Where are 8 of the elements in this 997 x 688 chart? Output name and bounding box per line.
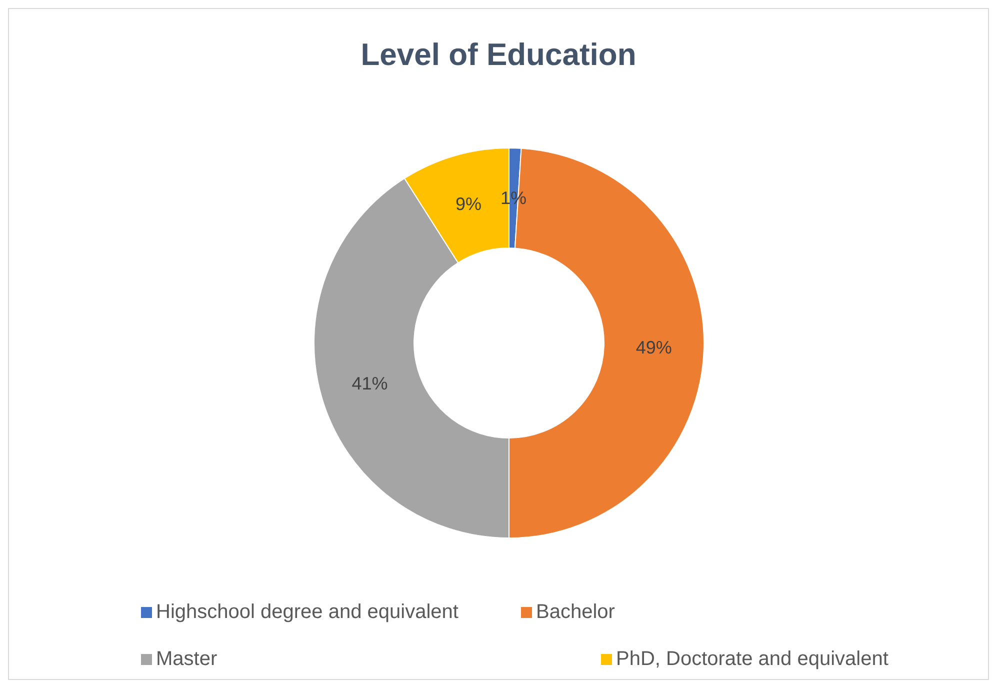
chart-title: Level of Education: [360, 37, 638, 73]
data-label: 41%: [352, 373, 388, 394]
data-label: 9%: [456, 194, 482, 214]
legend-label: Highschool degree and equivalent: [156, 601, 458, 624]
legend-label: PhD, Doctorate and equivalent: [616, 648, 888, 671]
legend-label: Master: [156, 648, 218, 671]
legend-label: Bachelor: [536, 601, 615, 624]
data-label: 49%: [636, 338, 672, 358]
